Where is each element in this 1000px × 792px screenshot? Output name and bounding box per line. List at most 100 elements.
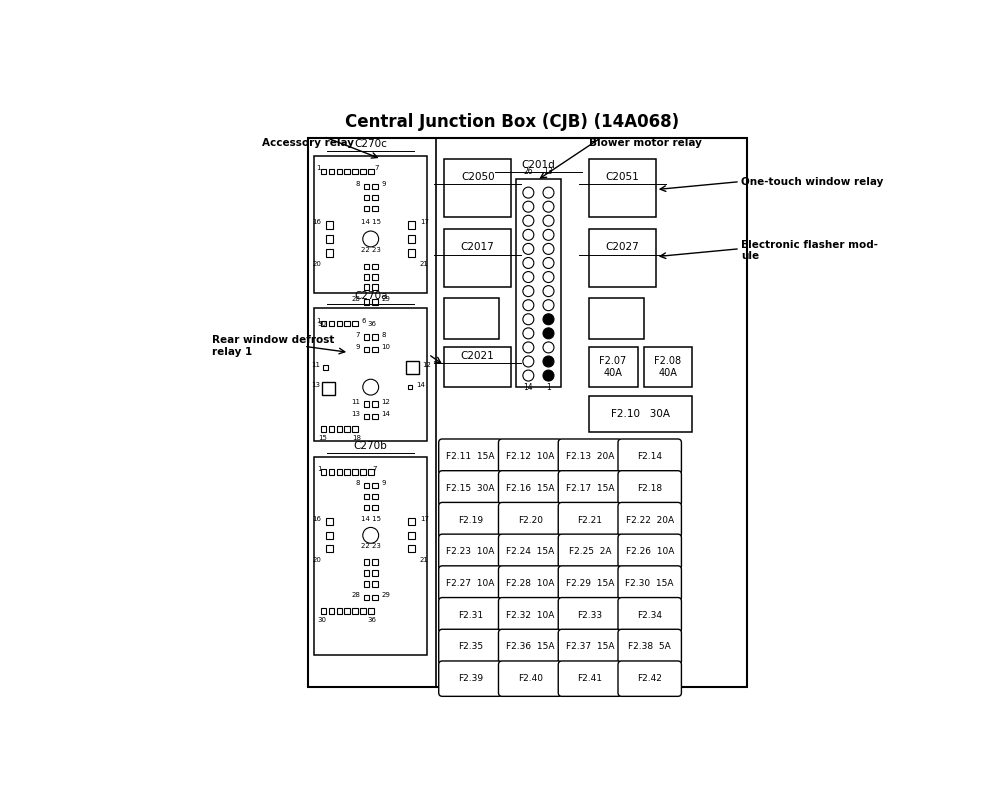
Bar — [329, 426, 334, 432]
FancyBboxPatch shape — [558, 470, 622, 506]
FancyBboxPatch shape — [498, 470, 562, 506]
Bar — [364, 402, 369, 407]
Circle shape — [523, 257, 534, 268]
Circle shape — [543, 215, 554, 227]
Text: F2.14: F2.14 — [637, 452, 662, 461]
FancyBboxPatch shape — [439, 534, 502, 569]
Circle shape — [543, 286, 554, 297]
FancyBboxPatch shape — [308, 138, 747, 687]
Bar — [364, 284, 369, 290]
Text: 11: 11 — [351, 399, 360, 405]
FancyBboxPatch shape — [439, 502, 502, 538]
Bar — [364, 206, 369, 211]
Text: C201d: C201d — [522, 160, 555, 170]
Bar — [372, 284, 378, 290]
Bar — [321, 169, 326, 174]
Bar — [344, 169, 350, 174]
FancyBboxPatch shape — [439, 630, 502, 664]
Text: C2050: C2050 — [461, 172, 495, 182]
FancyBboxPatch shape — [558, 661, 622, 696]
Bar — [326, 235, 333, 242]
Text: F2.34: F2.34 — [637, 611, 662, 619]
Text: 16: 16 — [313, 219, 322, 225]
Bar — [323, 365, 328, 370]
Circle shape — [523, 201, 534, 212]
Text: 20: 20 — [313, 261, 322, 267]
Bar — [344, 321, 350, 326]
Text: F2.20: F2.20 — [518, 516, 543, 524]
Text: 29: 29 — [381, 592, 390, 598]
Bar — [352, 608, 358, 614]
Bar — [372, 595, 378, 600]
Bar — [364, 570, 369, 576]
Text: 6: 6 — [361, 318, 366, 324]
Circle shape — [543, 257, 554, 268]
FancyBboxPatch shape — [618, 661, 681, 696]
Bar — [368, 169, 374, 174]
Text: C2017: C2017 — [461, 242, 495, 252]
Text: F2.42: F2.42 — [637, 674, 662, 683]
Bar — [364, 274, 369, 280]
Text: 18: 18 — [352, 436, 361, 441]
Circle shape — [523, 356, 534, 367]
Text: C270c: C270c — [354, 139, 387, 149]
Text: F2.19: F2.19 — [458, 516, 483, 524]
Circle shape — [543, 370, 554, 381]
Text: C2021: C2021 — [461, 351, 495, 360]
Circle shape — [523, 230, 534, 240]
Circle shape — [543, 187, 554, 198]
FancyBboxPatch shape — [498, 534, 562, 569]
Bar — [329, 313, 334, 318]
Text: 1: 1 — [546, 383, 551, 392]
Circle shape — [363, 231, 379, 247]
Bar — [337, 313, 342, 318]
Bar — [364, 482, 369, 488]
Bar — [372, 195, 378, 200]
Bar — [372, 493, 378, 499]
Text: F2.16  15A: F2.16 15A — [506, 484, 554, 493]
Text: 14: 14 — [416, 382, 425, 388]
Bar — [329, 469, 334, 474]
Bar — [337, 426, 342, 432]
FancyBboxPatch shape — [498, 439, 562, 474]
FancyBboxPatch shape — [516, 179, 561, 386]
Text: F2.26  10A: F2.26 10A — [626, 547, 674, 556]
FancyBboxPatch shape — [498, 597, 562, 633]
Text: F2.11  15A: F2.11 15A — [446, 452, 495, 461]
Text: 13: 13 — [351, 411, 360, 417]
FancyBboxPatch shape — [322, 382, 335, 395]
FancyBboxPatch shape — [618, 565, 681, 601]
Text: 1: 1 — [316, 318, 320, 324]
Bar — [408, 235, 415, 242]
Bar — [321, 313, 326, 318]
Circle shape — [543, 342, 554, 353]
Text: 7: 7 — [374, 166, 379, 171]
FancyBboxPatch shape — [439, 661, 502, 696]
Text: F2.08
40A: F2.08 40A — [654, 356, 682, 378]
FancyBboxPatch shape — [498, 630, 562, 664]
Bar — [372, 274, 378, 280]
Text: 15: 15 — [318, 436, 327, 441]
FancyBboxPatch shape — [618, 630, 681, 664]
Bar — [372, 581, 378, 587]
Bar — [352, 169, 358, 174]
FancyBboxPatch shape — [558, 565, 622, 601]
Text: 7: 7 — [373, 466, 377, 472]
Text: Blower motor relay: Blower motor relay — [589, 138, 702, 148]
Circle shape — [523, 215, 534, 227]
Text: 22 23: 22 23 — [361, 247, 381, 253]
Bar — [372, 413, 378, 419]
FancyBboxPatch shape — [314, 156, 427, 293]
Bar — [321, 469, 326, 474]
FancyBboxPatch shape — [444, 347, 511, 386]
Text: F2.23  10A: F2.23 10A — [446, 547, 495, 556]
Circle shape — [523, 342, 534, 353]
Bar — [364, 559, 369, 565]
Text: F2.12  10A: F2.12 10A — [506, 452, 554, 461]
FancyBboxPatch shape — [589, 229, 656, 287]
Bar — [360, 169, 366, 174]
Bar — [337, 321, 342, 326]
FancyBboxPatch shape — [618, 502, 681, 538]
Text: 30: 30 — [318, 617, 327, 623]
Text: C2051: C2051 — [605, 172, 639, 182]
